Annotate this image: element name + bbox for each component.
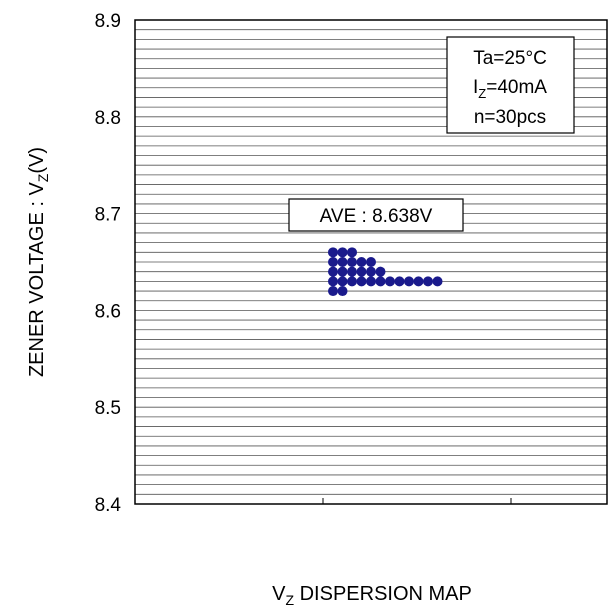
data-point <box>423 276 433 287</box>
data-point <box>328 266 338 277</box>
y-axis-title: ZENER VOLTAGE : VZ(V) <box>26 147 51 377</box>
data-point <box>356 257 367 267</box>
data-point <box>337 247 348 258</box>
condition-iz: IZ=40mA <box>473 77 547 101</box>
condition-n: n=30pcs <box>474 107 546 128</box>
condition-iz-tail: =40mA <box>486 77 547 98</box>
y-tick-label: 8.8 <box>95 108 121 129</box>
data-point <box>356 266 367 277</box>
average-box: AVE : 8.638V <box>288 198 464 232</box>
y-axis-title-main: ZENER VOLTAGE : V <box>26 182 48 378</box>
average-box-frame <box>288 198 464 232</box>
data-point <box>366 276 376 287</box>
data-point <box>337 286 348 297</box>
data-point <box>432 276 443 287</box>
plot-frame <box>134 19 608 505</box>
average-label: AVE : 8.638V <box>320 206 433 227</box>
y-tick-label: 8.7 <box>95 205 121 226</box>
data-point <box>413 276 424 287</box>
data-point <box>347 276 357 287</box>
data-point <box>337 257 348 267</box>
y-axis-title-sub: Z <box>35 173 51 182</box>
x-axis-title-sub: Z <box>285 592 294 608</box>
data-point <box>337 266 348 277</box>
condition-iz-main: I <box>473 77 478 98</box>
data-point <box>366 266 376 277</box>
data-point <box>404 276 414 287</box>
data-point <box>337 276 348 287</box>
x-tick-marks <box>322 498 512 504</box>
x-axis-title-main: V <box>272 583 286 605</box>
y-tick-label: 8.9 <box>95 11 121 32</box>
conditions-box: Ta=25°C IZ=40mA n=30pcs <box>446 36 575 134</box>
data-point <box>356 276 367 287</box>
y-tick-label: 8.5 <box>95 398 121 419</box>
data-point <box>328 247 338 258</box>
x-axis-title: VZ DISPERSION MAP <box>272 583 472 608</box>
data-point <box>375 266 386 277</box>
data-points <box>328 247 443 297</box>
data-point <box>375 276 386 287</box>
data-point <box>385 276 395 287</box>
condition-ta: Ta=25°C <box>473 48 547 69</box>
y-tick-label: 8.4 <box>95 495 122 516</box>
y-axis-title-tail: (V) <box>26 147 48 174</box>
y-tick-label: 8.6 <box>95 301 121 322</box>
data-point <box>328 257 338 267</box>
data-point <box>366 257 376 267</box>
condition-iz-sub: Z <box>478 86 486 101</box>
data-point <box>347 257 357 267</box>
data-point <box>328 286 338 297</box>
data-point <box>347 247 357 258</box>
conditions-box-frame <box>446 36 575 134</box>
y-tick-labels: 8.9 8.8 8.7 8.6 8.5 8.4 <box>95 11 122 516</box>
data-point <box>347 266 357 277</box>
data-point <box>394 276 405 287</box>
data-point <box>328 276 338 287</box>
x-axis-title-tail: DISPERSION MAP <box>294 583 472 605</box>
